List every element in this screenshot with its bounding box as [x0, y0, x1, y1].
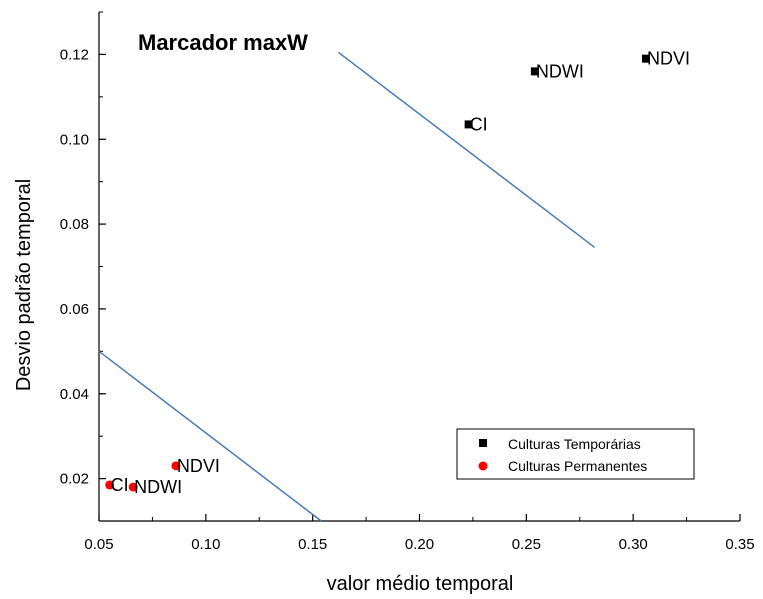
point-label: NDVI	[647, 49, 690, 69]
x-tick-label: 0.05	[84, 536, 113, 553]
permanentes-point	[171, 461, 181, 471]
separator-line	[337, 51, 596, 249]
point-label: CI	[111, 475, 129, 495]
y-tick-label: 0.06	[60, 301, 89, 318]
x-axis-title: valor médio temporal	[327, 573, 514, 595]
y-tick-label: 0.02	[60, 471, 89, 488]
y-tick-label: 0.08	[60, 216, 89, 233]
legend-marker-square	[479, 439, 487, 447]
point-label: NDWI	[536, 61, 584, 81]
x-tick-label: 0.15	[298, 536, 327, 553]
y-ticks: 0.02 0.04 0.06 0.08 0.10 0.12	[60, 11, 106, 522]
y-tick-label: 0.10	[60, 131, 89, 148]
point-label: NDVI	[177, 456, 220, 476]
temporarias-point	[641, 54, 650, 63]
y-axis-title: Desvio padrão temporal	[13, 179, 35, 391]
axes: 0.05 0.10 0.15 0.20 0.25 0.30 0.35 0.020.040.0…	[60, 11, 755, 553]
legend-label-temporarias: Culturas Temporárias	[508, 436, 641, 452]
x-tick-label: 0.20	[405, 536, 434, 553]
temporarias-point	[530, 67, 539, 76]
x-tick-label: 0.25	[512, 536, 541, 553]
point-label: NDWI	[134, 477, 182, 497]
permanentes-point	[128, 482, 138, 492]
separator-lines	[98, 51, 596, 522]
x-tick-label: 0.35	[725, 536, 754, 553]
x-tick-label: 0.10	[191, 536, 220, 553]
chart-title: Marcador maxW	[138, 30, 308, 55]
x-tick-label: 0.30	[619, 536, 648, 553]
x-ticks: 0.05 0.10 0.15 0.20 0.25 0.30 0.35	[84, 514, 755, 553]
permanentes-point	[105, 480, 115, 490]
separator-line	[98, 350, 322, 522]
point-label: CI	[470, 114, 488, 134]
y-tick-label: 0.12	[60, 46, 89, 63]
legend-label-permanentes: Culturas Permanentes	[508, 458, 647, 474]
y-tick-label: 0.04	[60, 386, 89, 403]
legend-box	[456, 428, 695, 480]
legend-marker-circle	[478, 461, 488, 471]
temporarias-point	[464, 120, 473, 129]
legend: Culturas Temporárias Culturas Permanente…	[456, 428, 695, 480]
